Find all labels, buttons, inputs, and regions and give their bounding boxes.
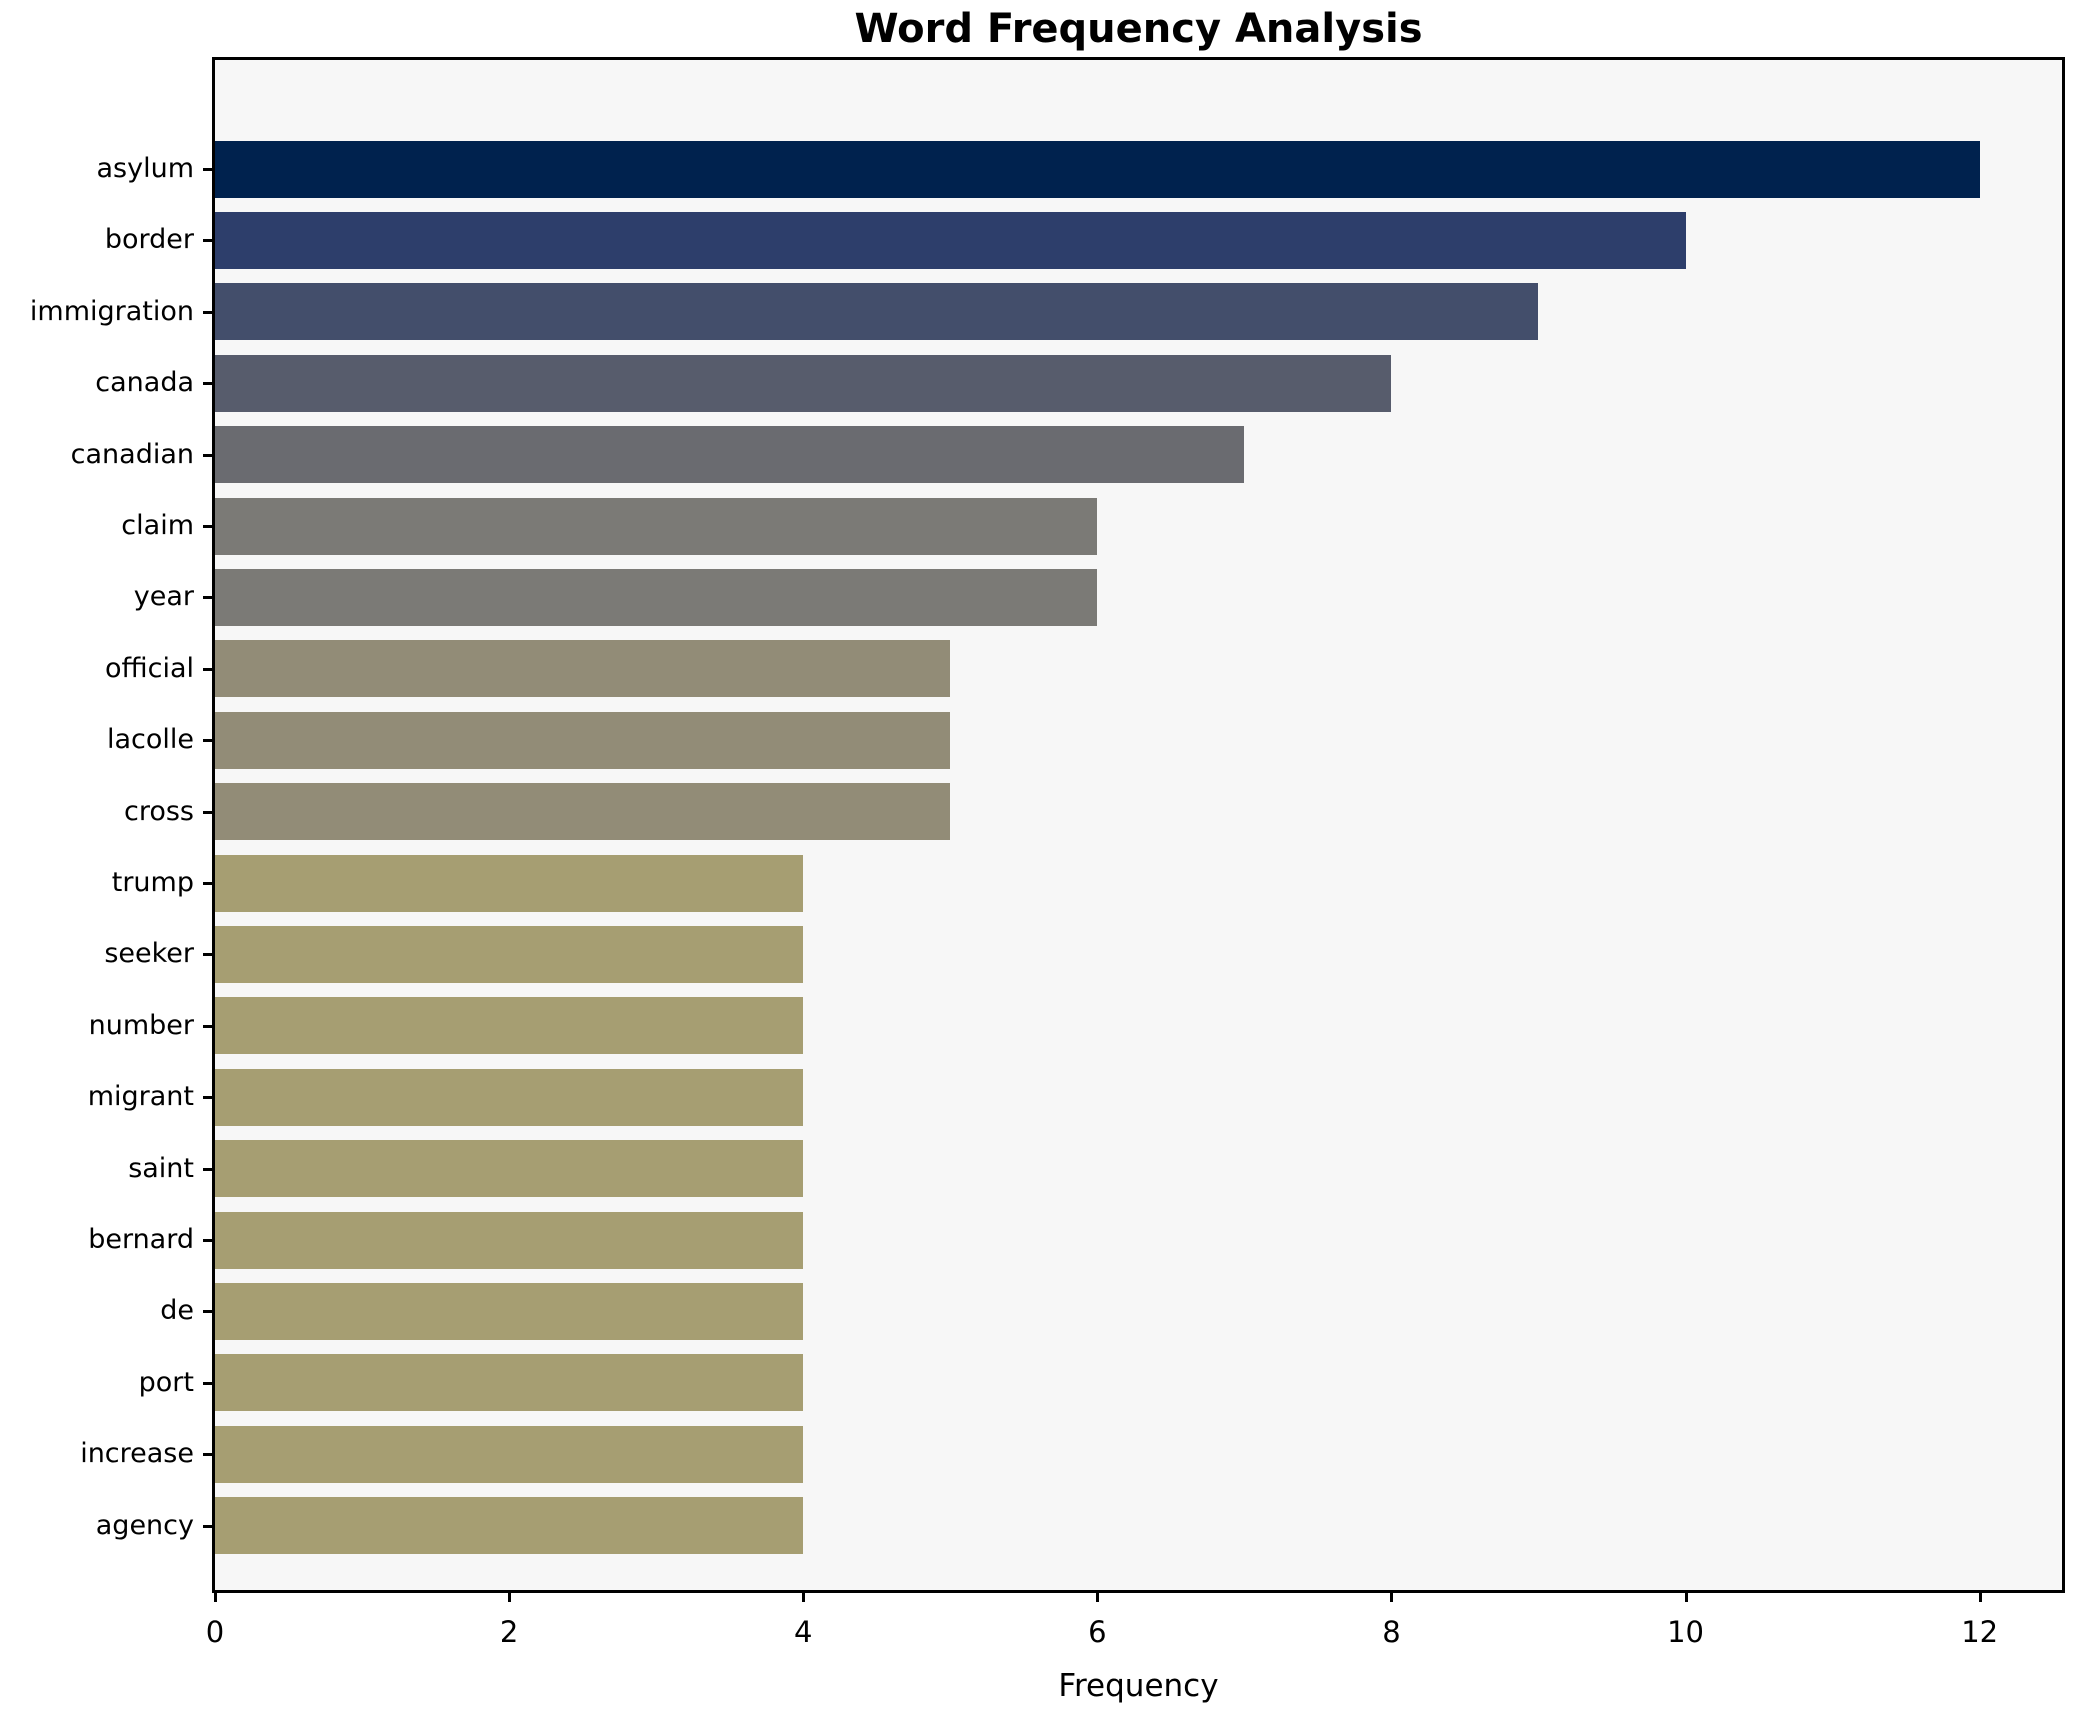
y-axis-label-saint: saint	[128, 1152, 194, 1184]
x-tick-label-10: 10	[1667, 1615, 1704, 1649]
x-tick-label-8: 8	[1382, 1615, 1401, 1649]
x-axis-label: Frequency	[1058, 1668, 1219, 1704]
y-tick-mark	[203, 596, 212, 600]
bar-de	[215, 1282, 803, 1340]
y-axis-label-port: port	[138, 1366, 194, 1398]
bar-number	[215, 997, 803, 1055]
x-tick-mark	[1978, 1593, 1982, 1602]
bar-canadian	[215, 426, 1244, 484]
y-tick-mark	[203, 239, 212, 243]
bar-saint	[215, 1140, 803, 1198]
x-tick-mark	[1390, 1593, 1394, 1602]
y-tick-mark	[203, 453, 212, 457]
bar-bernard	[215, 1211, 803, 1269]
bar-canada	[215, 354, 1391, 412]
bar-official	[215, 640, 950, 698]
y-axis-label-increase: increase	[80, 1438, 194, 1470]
y-tick-mark	[203, 1024, 212, 1028]
y-axis-label-bernard: bernard	[88, 1224, 194, 1255]
y-tick-mark	[203, 1310, 212, 1314]
y-tick-mark	[203, 739, 212, 743]
y-tick-mark	[203, 525, 212, 528]
bar-seeker	[215, 925, 803, 983]
bar-agency	[215, 1497, 803, 1555]
bar-immigration	[215, 283, 1538, 341]
y-tick-mark	[203, 310, 212, 314]
y-axis-label-canada: canada	[95, 367, 194, 399]
bar-lacolle	[215, 711, 950, 769]
y-axis-label-de: de	[160, 1295, 194, 1327]
bar-port	[215, 1354, 803, 1412]
y-tick-mark	[203, 667, 212, 671]
y-axis-label-lacolle: lacolle	[106, 724, 194, 756]
plot-area	[212, 57, 2065, 1593]
bar-claim	[215, 497, 1097, 555]
x-tick-label-0: 0	[205, 1615, 225, 1649]
x-tick-mark	[1096, 1593, 1100, 1602]
y-tick-mark	[203, 382, 212, 386]
bar-increase	[215, 1425, 803, 1483]
bar-asylum	[215, 140, 1980, 198]
x-tick-mark	[802, 1593, 806, 1602]
y-axis-label-migrant: migrant	[87, 1081, 194, 1113]
y-axis-label-official: official	[104, 652, 194, 684]
x-tick-label-6: 6	[1088, 1615, 1107, 1649]
x-tick-label-4: 4	[793, 1615, 813, 1649]
y-axis-label-immigration: immigration	[29, 295, 194, 327]
x-tick-mark	[508, 1593, 512, 1602]
y-axis-label-asylum: asylum	[96, 153, 194, 184]
y-tick-mark	[203, 1096, 212, 1100]
bar-cross	[215, 783, 950, 841]
bar-trump	[215, 854, 803, 912]
y-axis-label-seeker: seeker	[104, 938, 194, 970]
bar-border	[215, 211, 1686, 269]
y-tick-mark	[203, 168, 212, 171]
y-tick-mark	[203, 1239, 212, 1242]
y-axis-label-border: border	[104, 224, 194, 256]
y-tick-mark	[203, 1381, 212, 1385]
y-axis-label-year: year	[133, 581, 194, 613]
y-axis-labels: asylum border immigration canada canadian cla…	[0, 57, 194, 1593]
y-tick-mark	[203, 953, 212, 957]
x-tick-label-12: 12	[1961, 1615, 1999, 1649]
chart-title: Word Frequency Analysis	[854, 6, 1423, 52]
x-tick-mark	[214, 1593, 217, 1602]
y-axis-label-trump: trump	[111, 867, 194, 898]
y-tick-mark	[203, 1524, 212, 1528]
y-tick-mark	[203, 1167, 212, 1171]
y-axis-label-canadian: canadian	[70, 438, 194, 470]
y-axis-label-number: number	[88, 1009, 194, 1041]
y-tick-mark	[203, 882, 212, 885]
y-axis-label-claim: claim	[121, 510, 194, 541]
x-tick-label-2: 2	[499, 1615, 519, 1649]
y-axis-label-cross: cross	[123, 795, 194, 827]
bar-year	[215, 568, 1097, 626]
y-axis-label-agency: agency	[95, 1509, 194, 1541]
y-tick-mark	[203, 1453, 212, 1457]
x-tick-mark	[1684, 1593, 1688, 1602]
bar-migrant	[215, 1068, 803, 1126]
y-tick-mark	[203, 810, 212, 814]
